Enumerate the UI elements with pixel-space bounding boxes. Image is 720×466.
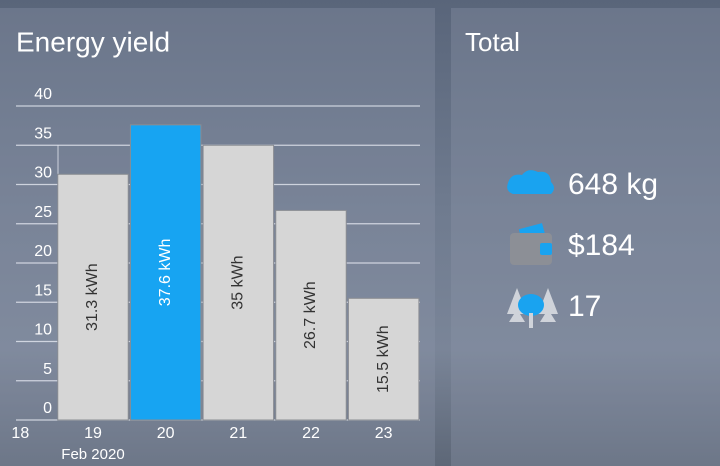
total-title: Total: [465, 27, 520, 57]
y-tick-label: 40: [34, 86, 52, 103]
y-tick-label: 5: [43, 361, 52, 378]
x-tick-label: 22: [302, 425, 320, 442]
x-tick-label: 20: [157, 425, 175, 442]
bar: [347, 297, 420, 421]
chart-title: Energy yield: [16, 26, 170, 57]
y-tick-label: 20: [34, 243, 52, 260]
x-annotation: Feb 2020: [61, 446, 124, 463]
trees-value: 17: [568, 290, 601, 323]
x-tick-label: 18: [11, 425, 29, 442]
y-tick-label: 35: [34, 125, 52, 142]
wallet-icon: [510, 223, 552, 265]
bar-value-label: 35 kWh: [230, 255, 247, 309]
y-tick-label: 0: [43, 400, 52, 417]
bar-value-label: 31.3 kWh: [84, 263, 101, 331]
tree-icon: [507, 288, 558, 328]
bar: [275, 209, 347, 421]
bar-value-label: 37.6 kWh: [157, 239, 174, 307]
bar-value-label: 15.5 kWh: [375, 325, 392, 393]
bar: [57, 173, 129, 421]
co2-value: 648 kg: [568, 168, 658, 201]
co2-icon: [507, 170, 554, 194]
y-tick-label: 15: [34, 282, 52, 299]
x-tick-label: 23: [375, 425, 393, 442]
x-tick-label: 19: [84, 425, 102, 442]
savings-value: $184: [568, 229, 635, 262]
y-tick-label: 30: [34, 165, 52, 182]
y-tick-label: 10: [34, 322, 52, 339]
bar: [202, 144, 275, 421]
y-tick-label: 25: [34, 204, 52, 221]
bar: [129, 124, 202, 421]
bar-value-label: 26.7 kWh: [302, 281, 319, 349]
total-panel: [451, 8, 720, 466]
x-tick-label: 21: [229, 425, 247, 442]
